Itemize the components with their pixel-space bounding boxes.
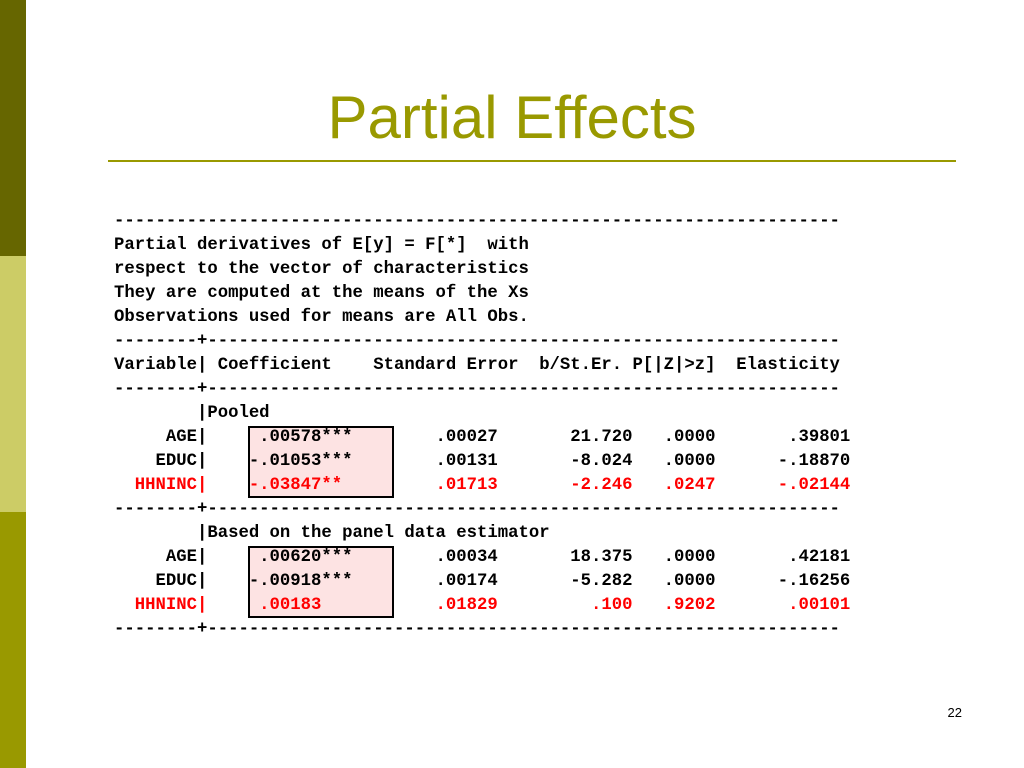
table-row-hhninc-panel: HHNINC| .00183 .01829 .100 .9202 .00101 <box>114 596 851 615</box>
header-line: respect to the vector of characteristics <box>114 260 529 279</box>
section-label-pooled: |Pooled <box>114 404 270 423</box>
separator-line: --------+-------------------------------… <box>114 380 840 399</box>
sidebar-bar-olive <box>0 512 26 768</box>
table-row-educ-panel: EDUC| -.00918*** .00174 -5.282 .0000 -.1… <box>114 572 851 591</box>
panel-coefficient-highlight <box>248 546 394 618</box>
header-line: They are computed at the means of the Xs <box>114 284 529 303</box>
section-label-panel: |Based on the panel data estimator <box>114 524 550 543</box>
table-row-educ-pooled: EDUC| -.01053*** .00131 -8.024 .0000 -.1… <box>114 452 851 471</box>
separator-line: ----------------------------------------… <box>114 212 840 231</box>
separator-line: --------+-------------------------------… <box>114 332 840 351</box>
header-line: Partial derivatives of E[y] = F[*] with <box>114 236 529 255</box>
separator-line: --------+-------------------------------… <box>114 620 840 639</box>
table-row-hhninc-pooled: HHNINC| -.03847** .01713 -2.246 .0247 -.… <box>114 476 851 495</box>
column-header: Variable| Coefficient Standard Error b/S… <box>114 356 840 375</box>
title-rule <box>108 160 956 162</box>
table-row-age-pooled: AGE| .00578*** .00027 21.720 .0000 .3980… <box>114 428 851 447</box>
pooled-coefficient-highlight <box>248 426 394 498</box>
sidebar-bar-dark <box>0 0 26 256</box>
separator-line: --------+-------------------------------… <box>114 500 840 519</box>
sidebar-bar-light <box>0 256 26 512</box>
slide-title: Partial Effects <box>327 84 697 151</box>
estimation-output: ----------------------------------------… <box>114 210 850 642</box>
table-row-age-panel: AGE| .00620*** .00034 18.375 .0000 .4218… <box>114 548 851 567</box>
page-number: 22 <box>947 705 962 720</box>
header-line: Observations used for means are All Obs. <box>114 308 529 327</box>
